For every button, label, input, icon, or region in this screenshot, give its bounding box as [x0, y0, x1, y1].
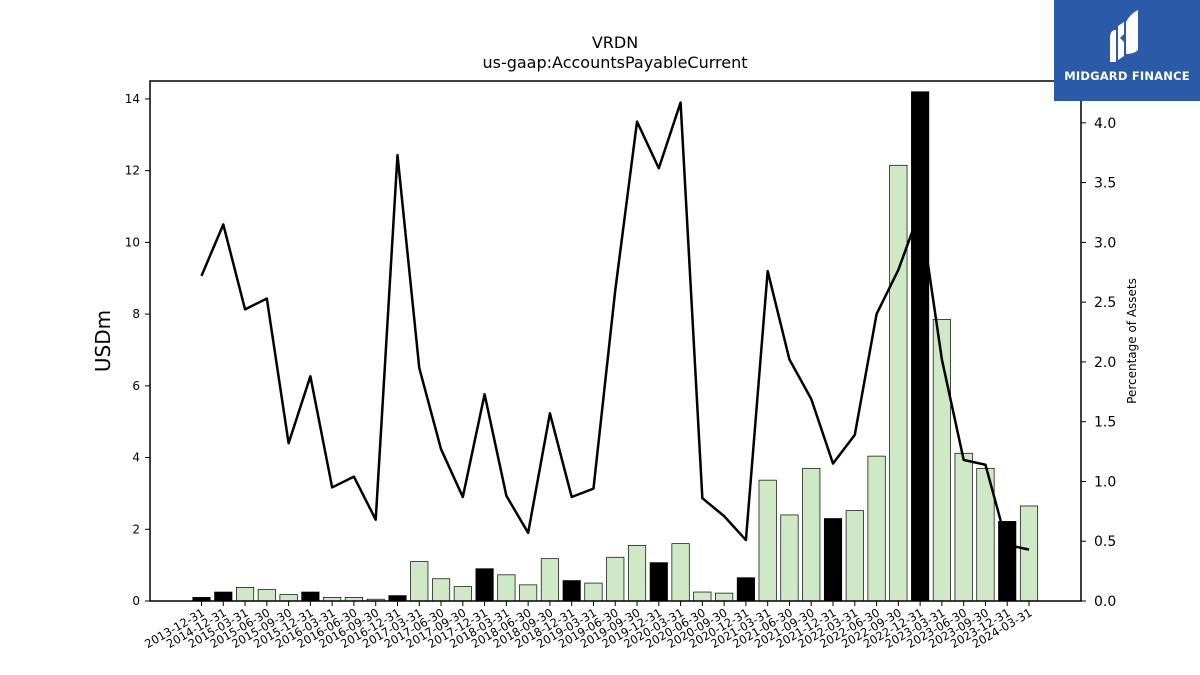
bar-2022-06-30 [867, 455, 886, 602]
bar-2021-12-31 [823, 518, 843, 602]
bar-2019-03-31 [584, 582, 603, 602]
bar-2020-06-30 [693, 591, 712, 602]
y2-tick-label: 1.5 [1094, 415, 1116, 431]
bar-2020-03-31 [671, 543, 690, 602]
y2-tick-label: 0.0 [1094, 594, 1116, 610]
y2-tick-label: 2.5 [1094, 295, 1116, 311]
y-tick-label: 14 [125, 92, 140, 106]
midgard-m-logo-icon [1110, 10, 1138, 62]
y2-tick-label: 1.0 [1094, 474, 1116, 490]
y-tick-label: 2 [132, 522, 140, 536]
bar-2015-06-30 [257, 589, 276, 602]
bar-2023-12-31 [998, 521, 1017, 602]
bar-2020-12-31 [736, 577, 755, 602]
bar-2016-12-31 [388, 595, 407, 602]
chart-title: VRDN [592, 33, 638, 52]
bar-2024-03-31 [1019, 505, 1039, 602]
y2-tick-label: 3.0 [1094, 235, 1116, 251]
bar-2021-06-30 [780, 514, 799, 602]
bar-2022-09-30 [889, 164, 908, 602]
bar-2017-12-31 [475, 568, 494, 602]
bar-2017-03-31 [410, 561, 429, 602]
y-axis-label: USDm [91, 310, 115, 372]
x-axis: 2013-12-312014-12-312015-03-312015-06-30… [142, 601, 1035, 651]
right-axis: 0.0 0.5 1.0 1.5 2.0 2.5 3.0 3.5 4.0 [1081, 116, 1116, 610]
y-tick-label: 8 [132, 307, 140, 321]
bar-2018-06-30 [519, 584, 538, 602]
bar-2019-12-31 [649, 562, 668, 602]
y2-tick-label: 0.5 [1094, 534, 1116, 550]
bar-2021-09-30 [802, 467, 821, 602]
bar-2022-03-31 [845, 510, 864, 602]
bar-2018-03-31 [497, 574, 516, 602]
y-tick-label: 6 [132, 379, 140, 393]
midgard-finance-logo: MIDGARD FINANCE [1054, 0, 1200, 101]
line-series [200, 101, 1030, 551]
bar-2015-12-31 [301, 591, 320, 602]
logo-text: MIDGARD FINANCE [1064, 69, 1190, 83]
y2-tick-label: 4.0 [1094, 116, 1116, 132]
bar-2017-06-30 [431, 578, 451, 602]
y-tick-label: 12 [125, 164, 140, 178]
bar-2015-09-30 [279, 594, 298, 602]
y-tick-label: 4 [132, 451, 140, 465]
bar-2017-09-30 [453, 586, 472, 602]
y-tick-label: 0 [132, 594, 140, 608]
bar-2019-06-30 [606, 556, 625, 602]
bar-2018-09-30 [540, 558, 559, 602]
bar-2019-09-30 [627, 545, 647, 602]
bar-2015-03-31 [235, 587, 255, 602]
bar-2014-12-31 [214, 591, 233, 602]
chart-subtitle: us-gaap:AccountsPayableCurrent [482, 53, 747, 72]
left-axis: 0 2 4 6 8 10 12 14 [125, 92, 150, 608]
percentage-of-assets-line [200, 101, 1030, 551]
y-tick-label: 10 [125, 235, 140, 249]
bar-2021-03-31 [758, 479, 777, 602]
bar-2018-12-31 [562, 580, 581, 602]
bar-series [192, 91, 1039, 602]
bar-2022-12-31 [911, 91, 930, 602]
bar-2023-06-30 [954, 452, 973, 602]
bar-2020-09-30 [715, 592, 734, 602]
y2-axis-label: Percentage of Assets [1125, 278, 1139, 404]
y2-tick-label: 2.0 [1094, 355, 1116, 371]
y2-tick-label: 3.5 [1094, 176, 1116, 192]
